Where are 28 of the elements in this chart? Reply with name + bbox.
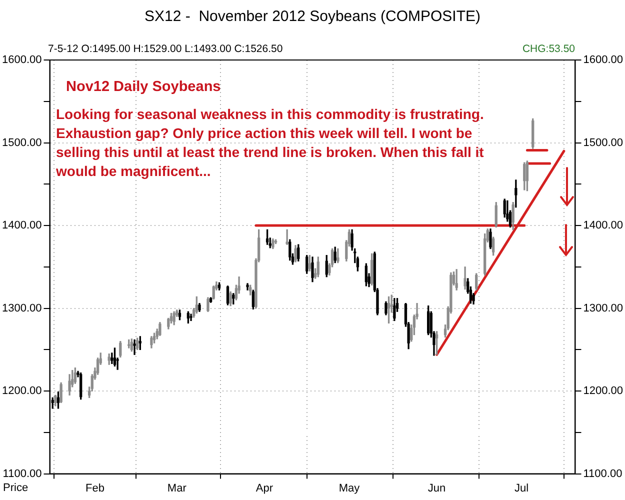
y-axis-title: Price xyxy=(3,482,28,494)
text: 7-5-12 O:1495.00 H:1529.00 L:1493.00 C:1526.50 xyxy=(48,43,283,55)
chart-title: SX12 - November 2012 Soybeans (COMPOSITE) xyxy=(144,8,480,26)
y2-tick-label: 1300.00 xyxy=(583,302,624,314)
y2-tick-label: 1400.00 xyxy=(583,220,624,232)
y-tick-label: 1100.00 xyxy=(2,468,42,480)
y2-tick-label: 1500.00 xyxy=(583,136,624,149)
y2-tick-label: 1600.00 xyxy=(583,54,624,66)
y-tick-label: 1500.00 xyxy=(2,136,42,149)
y-tick-label: 1300.00 xyxy=(2,302,42,314)
x-tick-label: May xyxy=(338,482,360,494)
y-tick-label: 1600.00 xyxy=(2,54,42,66)
annotation: Looking for seasonal weakness in this commodity is frustrating. Exhaustion gap? Only price action this week will tell. I wont be selling this until at least the trend line is broken. When this fall it would be magnificent... xyxy=(56,105,485,181)
y2-tick-label: 1100.00 xyxy=(583,468,622,480)
annotation: Nov12 Daily Soybeans xyxy=(66,79,221,95)
candlestick xyxy=(286,229,288,245)
text: CHG:53.50 xyxy=(522,43,575,55)
x-tick-label: Jul xyxy=(514,482,529,494)
y-tick-label: 1200.00 xyxy=(2,385,42,398)
y-tick-label: 1400.00 xyxy=(2,220,42,232)
x-tick-label: Feb xyxy=(85,482,104,494)
candlestick xyxy=(190,314,192,322)
x-tick-label: Jun xyxy=(428,482,446,494)
x-tick-label: Mar xyxy=(167,482,187,494)
y2-tick-label: 1200.00 xyxy=(583,385,624,398)
candlestick xyxy=(133,339,136,355)
x-tick-label: Apr xyxy=(256,482,274,494)
candlestick xyxy=(246,283,249,290)
